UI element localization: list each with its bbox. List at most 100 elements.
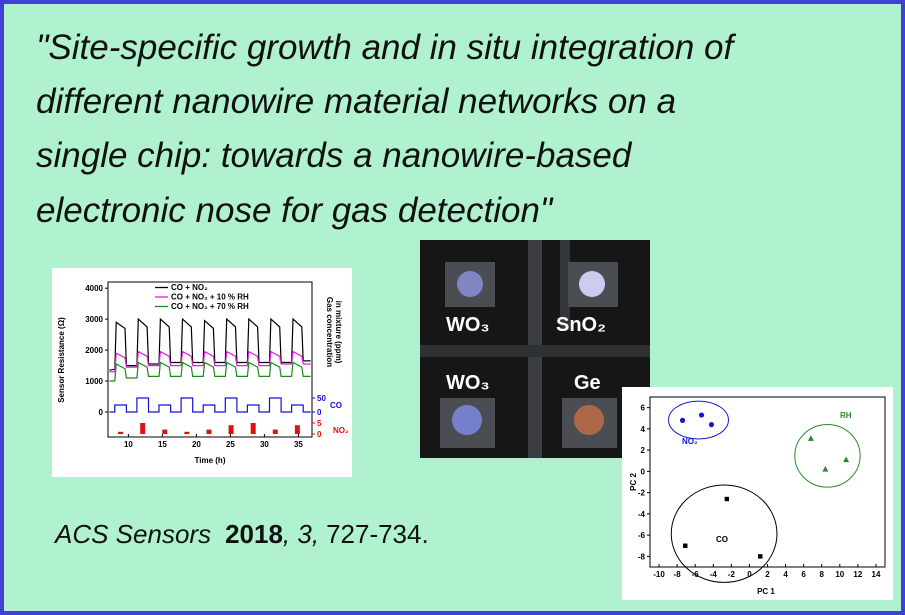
- x-tick-label: 10: [835, 570, 844, 579]
- y-tick-label: 50: [317, 394, 326, 403]
- y-tick-label: 2000: [85, 346, 103, 355]
- bar: [206, 429, 212, 434]
- title-line: electronic nose for gas detection": [36, 191, 554, 230]
- legend-label: CO + NO₂ + 70 % RH: [171, 302, 249, 311]
- x-tick-label: 2: [765, 570, 770, 579]
- line-series: [109, 317, 311, 371]
- line-series: [109, 361, 311, 382]
- x-tick-label: 15: [158, 440, 167, 449]
- y-tick-label: 0: [317, 430, 322, 439]
- glow: [452, 405, 482, 435]
- title-line: single chip: towards a nanowire-based: [36, 136, 633, 175]
- bar: [272, 429, 278, 434]
- y-axis-title: PC 2: [629, 473, 638, 491]
- y-tick-label: 0: [317, 408, 322, 417]
- x-tick-label: 6: [801, 570, 806, 579]
- x-tick-label: 8: [820, 570, 825, 579]
- material-label: WO₃: [446, 314, 490, 336]
- line-series: [109, 350, 311, 373]
- x-tick-label: 25: [226, 440, 235, 449]
- x-axis-title: PC 1: [757, 587, 775, 596]
- point: [822, 466, 829, 472]
- point: [758, 554, 763, 559]
- year: 2018: [225, 519, 283, 549]
- trace: [420, 345, 650, 357]
- x-tick-label: 14: [872, 570, 881, 579]
- cluster-label: CO: [716, 535, 728, 544]
- title-line: "Site-specific growth and in situ integr…: [36, 28, 737, 67]
- line-series: [109, 397, 311, 413]
- y-tick-label: 2: [641, 446, 646, 455]
- bar: [228, 425, 234, 434]
- bar: [184, 431, 190, 434]
- y-tick-label: -4: [638, 510, 646, 519]
- x-tick-label: 4: [783, 570, 788, 579]
- y-tick-label: 6: [641, 404, 646, 413]
- material-label: SnO₂: [556, 314, 606, 336]
- x-axis-title: Time (h): [195, 456, 226, 465]
- gas-label: NO₂: [333, 426, 349, 435]
- x-tick-label: 20: [192, 440, 201, 449]
- y-tick-label: -6: [638, 531, 646, 540]
- bar: [118, 431, 124, 434]
- point: [807, 435, 814, 441]
- x-tick-label: -8: [674, 570, 682, 579]
- y-tick-label: 5: [317, 419, 322, 428]
- chart-panel: [52, 268, 352, 477]
- bar: [250, 423, 256, 434]
- journal: ACS Sensors: [53, 519, 211, 549]
- y-axis-title: Sensor Resistance (Ω): [57, 317, 66, 403]
- y-tick-label: 4: [641, 425, 646, 434]
- y-tick-label: -2: [638, 489, 646, 498]
- y-tick-label: 4000: [85, 284, 103, 293]
- bar: [294, 425, 300, 434]
- legend-label: CO + NO₂ + 10 % RH: [171, 293, 249, 302]
- cluster-outline: [794, 423, 861, 488]
- point: [843, 456, 850, 463]
- glow: [579, 271, 605, 297]
- y2-axis-title: in mixture (ppm): [334, 301, 343, 364]
- chart-panel: [622, 387, 893, 600]
- volume: , 3,: [283, 519, 319, 549]
- bar: [162, 429, 168, 434]
- glow: [574, 405, 604, 435]
- point: [698, 412, 705, 418]
- y-tick-label: -8: [638, 552, 646, 561]
- plot-frame: [107, 281, 313, 438]
- x-tick-label: 10: [124, 440, 133, 449]
- y-tick-label: 0: [99, 408, 104, 417]
- title-line: different nanowire material networks on …: [36, 82, 676, 121]
- x-tick-label: 30: [260, 440, 269, 449]
- x-tick-label: -2: [728, 570, 736, 579]
- x-tick-label: 0: [747, 570, 752, 579]
- material-label: Ge: [574, 372, 601, 394]
- cluster-label: RH: [840, 411, 852, 420]
- y-tick-label: 3000: [85, 315, 103, 324]
- pages: 727-734.: [326, 519, 429, 549]
- legend-label: CO + NO₂: [171, 283, 208, 292]
- gas-label: CO: [330, 401, 342, 410]
- trace: [528, 240, 542, 360]
- bar: [140, 423, 146, 434]
- point: [724, 496, 730, 502]
- cluster-outline: [670, 484, 778, 583]
- y-tick-label: 1000: [85, 377, 103, 386]
- x-tick-label: -4: [710, 570, 718, 579]
- micrograph: WO₃ SnO₂ WO₃ Ge: [420, 240, 650, 458]
- material-label: WO₃: [446, 372, 490, 394]
- y-tick-label: 0: [641, 467, 646, 476]
- y2-axis-title: Gas concentration: [325, 297, 334, 367]
- cluster-outline: [668, 400, 729, 440]
- trace: [528, 360, 542, 458]
- trace: [560, 240, 570, 330]
- point: [708, 422, 715, 428]
- x-tick-label: 12: [853, 570, 862, 579]
- citation: ACS Sensors 2018, 3, 727-734.: [53, 519, 429, 549]
- cluster-label: NO₂: [682, 437, 698, 446]
- x-tick-label: 35: [294, 440, 303, 449]
- glow: [457, 271, 483, 297]
- point: [679, 417, 686, 423]
- point: [683, 543, 688, 548]
